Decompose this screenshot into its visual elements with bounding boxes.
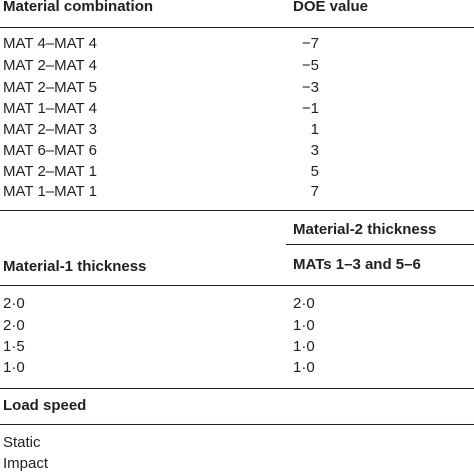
table-row-combination: MAT 2–MAT 5 — [3, 79, 97, 96]
table-row-m1: 2·0 — [3, 317, 25, 334]
table-row-doe: 5 — [310, 163, 319, 180]
table-row-doe: 1 — [310, 121, 319, 138]
table-row-m2: 1·0 — [293, 359, 315, 376]
table-row-combination: MAT 2–MAT 1 — [3, 163, 97, 180]
table-row-combination: MAT 2–MAT 3 — [3, 121, 97, 138]
table1-header-rule — [0, 27, 474, 28]
material2-spanner-rule — [286, 244, 474, 245]
table-row-m1: 1·5 — [3, 338, 25, 355]
table-row-m2: 1·0 — [293, 338, 315, 355]
table-row-combination: MAT 4–MAT 4 — [3, 35, 97, 52]
table3-header-rule — [0, 424, 474, 425]
table2-bottom-rule — [0, 388, 474, 389]
table-row-m1: 2·0 — [3, 295, 25, 312]
table-row-speed: Static — [3, 434, 41, 451]
table-row-doe: −3 — [301, 79, 319, 96]
table-row-combination: MAT 1–MAT 1 — [3, 183, 97, 200]
header-doe-value: DOE value — [293, 0, 369, 15]
table-row-m2: 2·0 — [293, 295, 315, 312]
table-row-combination: MAT 6–MAT 6 — [3, 142, 97, 159]
table-row-combination: MAT 1–MAT 4 — [3, 100, 97, 117]
header-load-speed: Load speed — [3, 397, 87, 414]
table-row-speed: Impact — [3, 455, 49, 472]
table-row-doe: −7 — [301, 35, 319, 52]
table-row-doe: −5 — [301, 57, 319, 74]
table-row-m1: 1·0 — [3, 359, 25, 376]
table-row-doe: −1 — [301, 100, 319, 117]
header-material-combination: Material combination — [3, 0, 154, 15]
table-row-combination: MAT 2–MAT 4 — [3, 57, 97, 74]
table-row-doe: 3 — [310, 142, 319, 159]
header-mats-subheader: MATs 1–3 and 5–6 — [293, 256, 421, 273]
header-material2-thickness: Material-2 thickness — [293, 221, 437, 238]
table1-bottom-rule — [0, 210, 474, 211]
table-row-doe: 7 — [310, 183, 319, 200]
header-material1-thickness: Material-1 thickness — [3, 258, 147, 275]
table-row-m2: 1·0 — [293, 317, 315, 334]
table2-header-rule — [0, 285, 474, 286]
